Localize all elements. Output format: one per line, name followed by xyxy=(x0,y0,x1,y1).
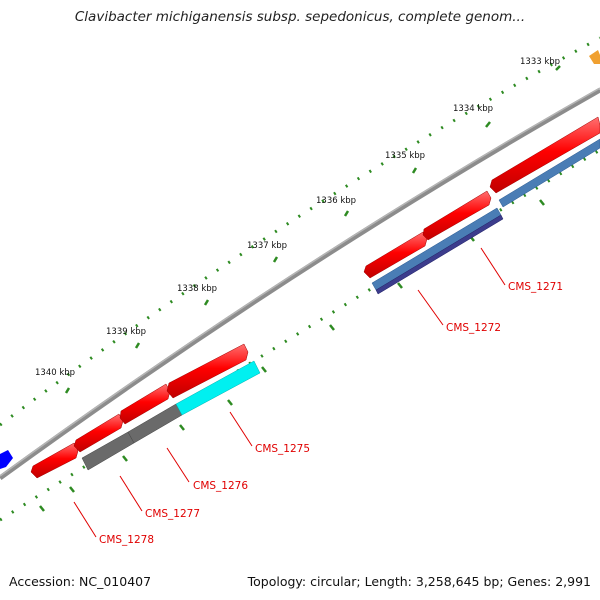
cds-orange-edge xyxy=(589,50,600,64)
map-title: Clavibacter michiganensis subsp. sepedon… xyxy=(74,9,526,25)
scale-label: 1333 kbp xyxy=(520,57,560,67)
cds-forward xyxy=(166,343,249,399)
outer-tick xyxy=(555,65,561,71)
gene-label-CMS_1278: CMS_1278 xyxy=(99,534,154,546)
cds-CMS_1272 xyxy=(375,214,504,295)
genome-backbone-highlight xyxy=(0,87,600,477)
accession-text: Accession: NC_010407 xyxy=(9,574,152,589)
cds-forward xyxy=(30,442,79,479)
cds-forward xyxy=(119,383,171,425)
inner-tick xyxy=(397,282,403,289)
inner-tick xyxy=(261,366,267,373)
inner-tick xyxy=(227,399,233,406)
inner-tick xyxy=(179,424,185,431)
outer-scale-arc xyxy=(0,36,600,427)
reverse-cds-group-left xyxy=(81,360,261,471)
reverse-cds-group-right xyxy=(371,138,600,295)
gene-label-CMS_1276: CMS_1276 xyxy=(193,480,248,492)
forward-cds-group-left xyxy=(30,343,249,479)
leader-line xyxy=(480,247,506,286)
outer-tick xyxy=(411,167,418,174)
gene-label-CMS_1277: CMS_1277 xyxy=(145,508,200,520)
cds-blue-edge xyxy=(0,450,13,469)
leader-line xyxy=(229,411,253,447)
inner-tick xyxy=(69,486,75,493)
leader-line xyxy=(73,501,97,538)
cds-forward xyxy=(422,190,492,241)
cds-CMS_1275 xyxy=(175,360,261,416)
scale-label: 1335 kbp xyxy=(385,151,425,161)
scale-label: 1336 kbp xyxy=(316,196,356,206)
forward-cds-group-right xyxy=(363,116,600,279)
outer-tick xyxy=(485,121,491,128)
inner-tick xyxy=(329,324,335,331)
inner-tick xyxy=(539,199,545,206)
outer-tick xyxy=(64,387,71,394)
scale-labels: 1333 kbp 1334 kbp 1335 kbp 1336 kbp 1337… xyxy=(35,57,560,378)
cds-CMS_1271 xyxy=(498,138,600,208)
outer-tick xyxy=(343,210,350,217)
gene-label-CMS_1275: CMS_1275 xyxy=(255,443,310,455)
inner-tick xyxy=(39,505,45,512)
scale-label: 1338 kbp xyxy=(177,284,217,294)
scale-label: 1334 kbp xyxy=(453,104,493,114)
inner-major-ticks xyxy=(39,199,545,512)
scale-label: 1340 kbp xyxy=(35,368,75,378)
cds-forward xyxy=(363,231,428,279)
scale-label: 1337 kbp xyxy=(247,241,287,251)
leader-line xyxy=(166,447,190,483)
gene-label-CMS_1271: CMS_1271 xyxy=(508,281,563,293)
outer-tick xyxy=(203,299,210,306)
outer-major-ticks xyxy=(64,65,561,394)
cds-forward xyxy=(489,116,600,194)
genome-backbone xyxy=(0,87,600,481)
scale-label: 1339 kbp xyxy=(106,327,146,337)
topology-summary-text: Topology: circular; Length: 3,258,645 bp… xyxy=(247,574,591,589)
gene-annotations: CMS_1271 CMS_1272 CMS_1275 CMS_1276 CMS_… xyxy=(73,247,563,546)
cds-forward xyxy=(73,413,124,453)
outer-tick xyxy=(134,342,141,349)
leader-line xyxy=(417,289,444,326)
outer-tick xyxy=(272,256,279,263)
leader-line xyxy=(119,475,143,512)
gene-label-CMS_1272: CMS_1272 xyxy=(446,322,501,334)
inner-tick xyxy=(122,455,128,462)
